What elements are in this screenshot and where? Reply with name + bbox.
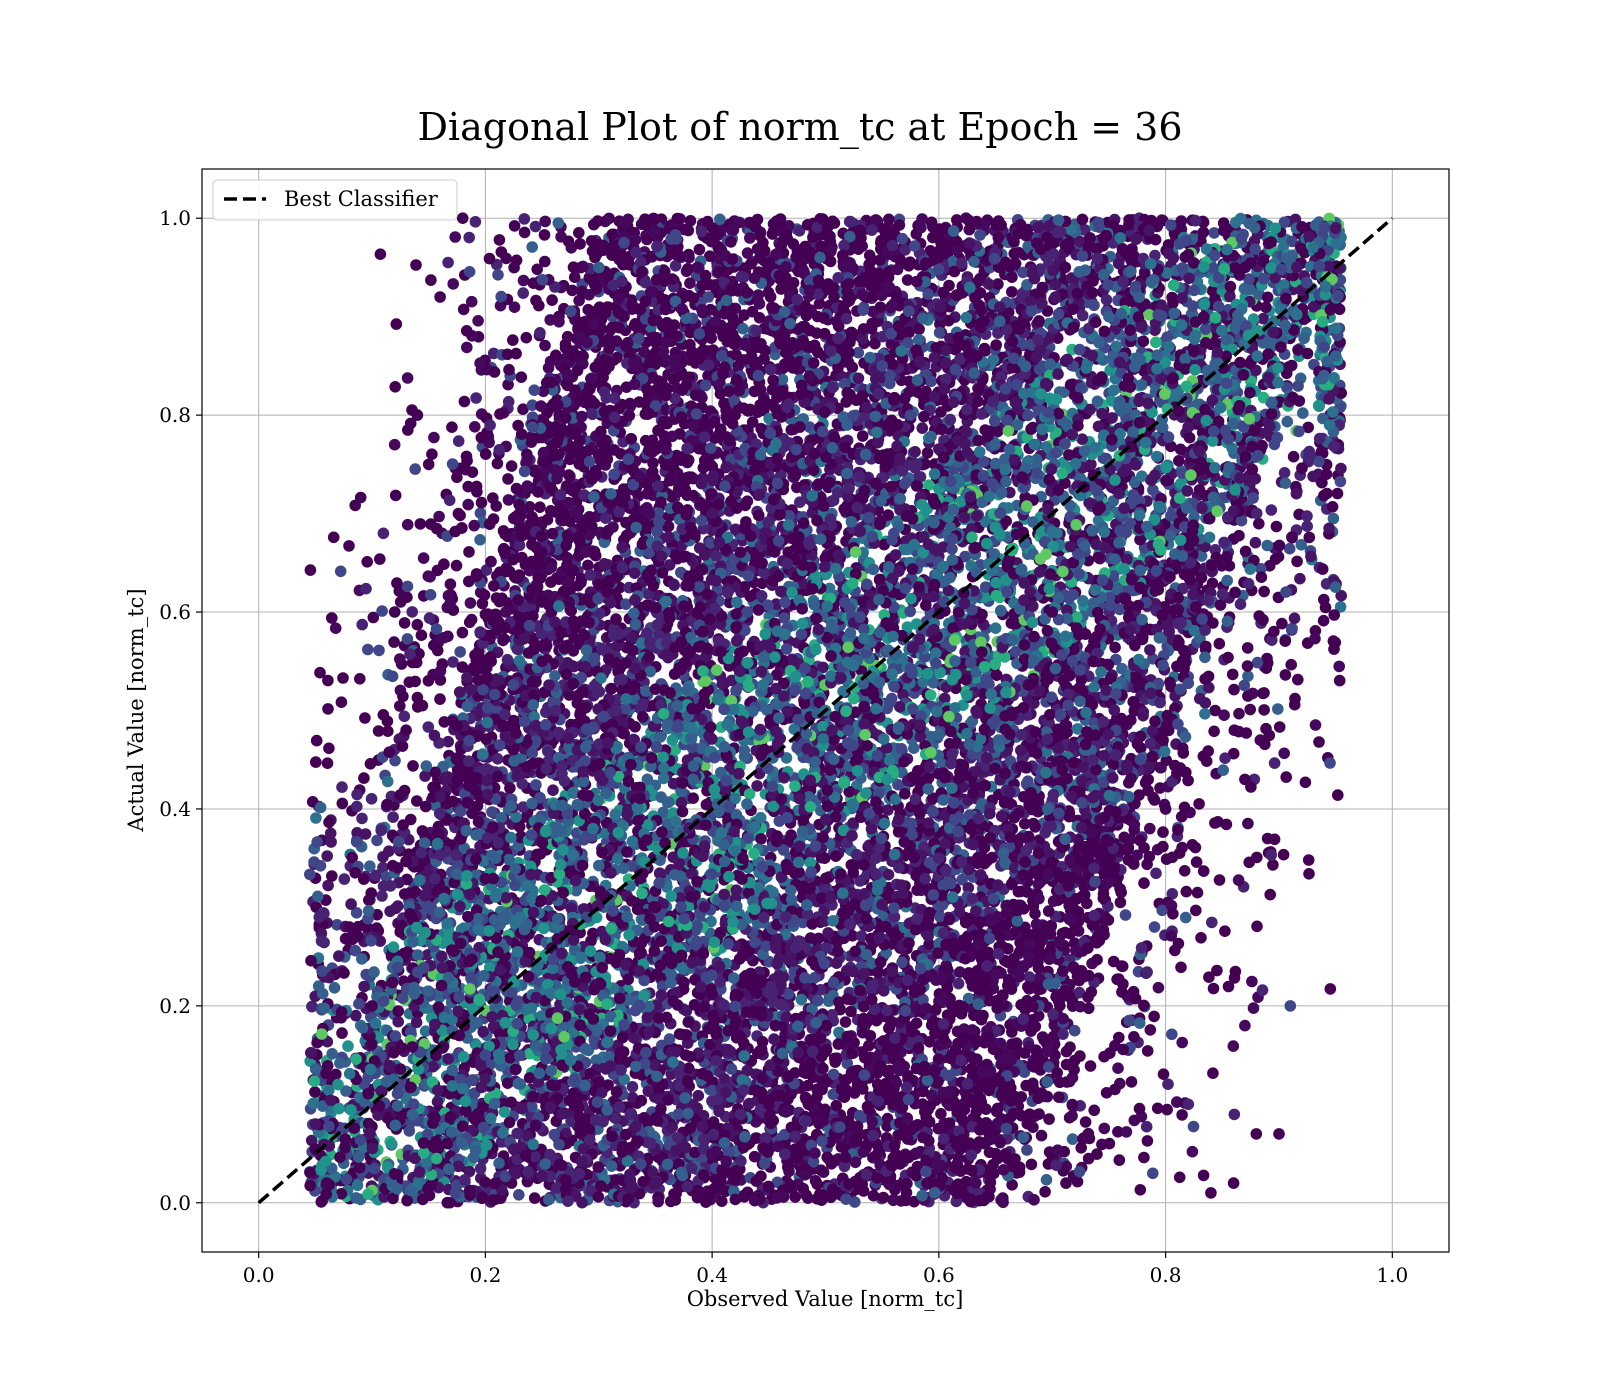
scatter-point: [693, 243, 706, 256]
scatter-point: [1206, 577, 1219, 590]
scatter-point: [793, 225, 806, 237]
chart-title: Diagonal Plot of norm_tc at Epoch = 36: [417, 105, 1182, 150]
scatter-point: [913, 323, 925, 335]
scatter-points: [304, 212, 1347, 1209]
scatter-point: [813, 297, 826, 310]
scatter-point: [751, 780, 763, 792]
scatter-point: [1118, 831, 1130, 844]
scatter-point: [921, 447, 934, 459]
scatter-point: [856, 332, 869, 345]
scatter-point: [935, 1108, 947, 1120]
scatter-point: [761, 704, 773, 716]
scatter-point: [974, 229, 986, 241]
scatter-point: [530, 779, 542, 791]
scatter-point: [1006, 286, 1018, 298]
scatter-point: [513, 1189, 525, 1201]
